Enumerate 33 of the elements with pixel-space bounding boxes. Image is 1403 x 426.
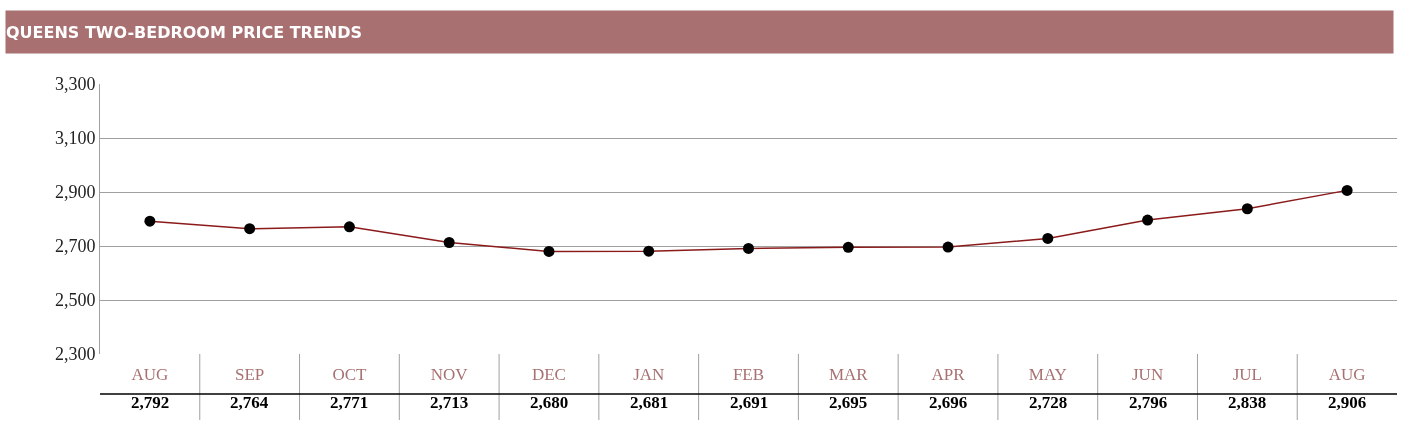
x-tick-label: MAY xyxy=(1028,365,1067,384)
x-tick-label: APR xyxy=(931,365,966,384)
x-tick-label: OCT xyxy=(332,365,368,384)
text: 2,680 xyxy=(530,393,569,412)
text: 2,728 xyxy=(1029,393,1068,412)
y-tick-label: 2,900 xyxy=(54,182,96,203)
text: 2,796 xyxy=(1129,393,1168,412)
x-tick-label: JUN xyxy=(1131,365,1164,384)
text: 2,681 xyxy=(630,393,669,412)
text: 2,838 xyxy=(1228,393,1267,412)
text: 2,764 xyxy=(230,393,269,412)
text: 2,713 xyxy=(430,393,469,412)
text: 2,771 xyxy=(330,393,369,412)
chart-title: QUEENS TWO-BEDROOM PRICE TRENDS xyxy=(6,22,363,42)
text: 2,696 xyxy=(929,393,968,412)
text: 2,695 xyxy=(829,393,868,412)
x-tick-label: SEP xyxy=(235,365,265,384)
x-tick-label: AUG xyxy=(1328,365,1366,384)
x-tick-label: NOV xyxy=(430,365,469,384)
y-tick-label: 2,700 xyxy=(54,236,96,257)
text: 2,792 xyxy=(131,393,170,412)
text: 2,691 xyxy=(730,393,769,412)
y-tick-label: 3,300 xyxy=(54,74,96,95)
x-tick-label: JUL xyxy=(1232,365,1262,384)
y-tick-label: 3,100 xyxy=(54,128,96,149)
y-tick-label: 2,500 xyxy=(54,290,96,311)
y-tick-label: 2,300 xyxy=(54,344,96,365)
x-tick-label: AUG xyxy=(131,365,169,384)
x-tick-label: MAR xyxy=(828,365,869,384)
x-tick-label: FEB xyxy=(732,365,765,384)
text: 2,906 xyxy=(1328,393,1367,412)
x-tick-label: DEC xyxy=(531,365,566,384)
x-tick-label: JAN xyxy=(633,365,665,384)
